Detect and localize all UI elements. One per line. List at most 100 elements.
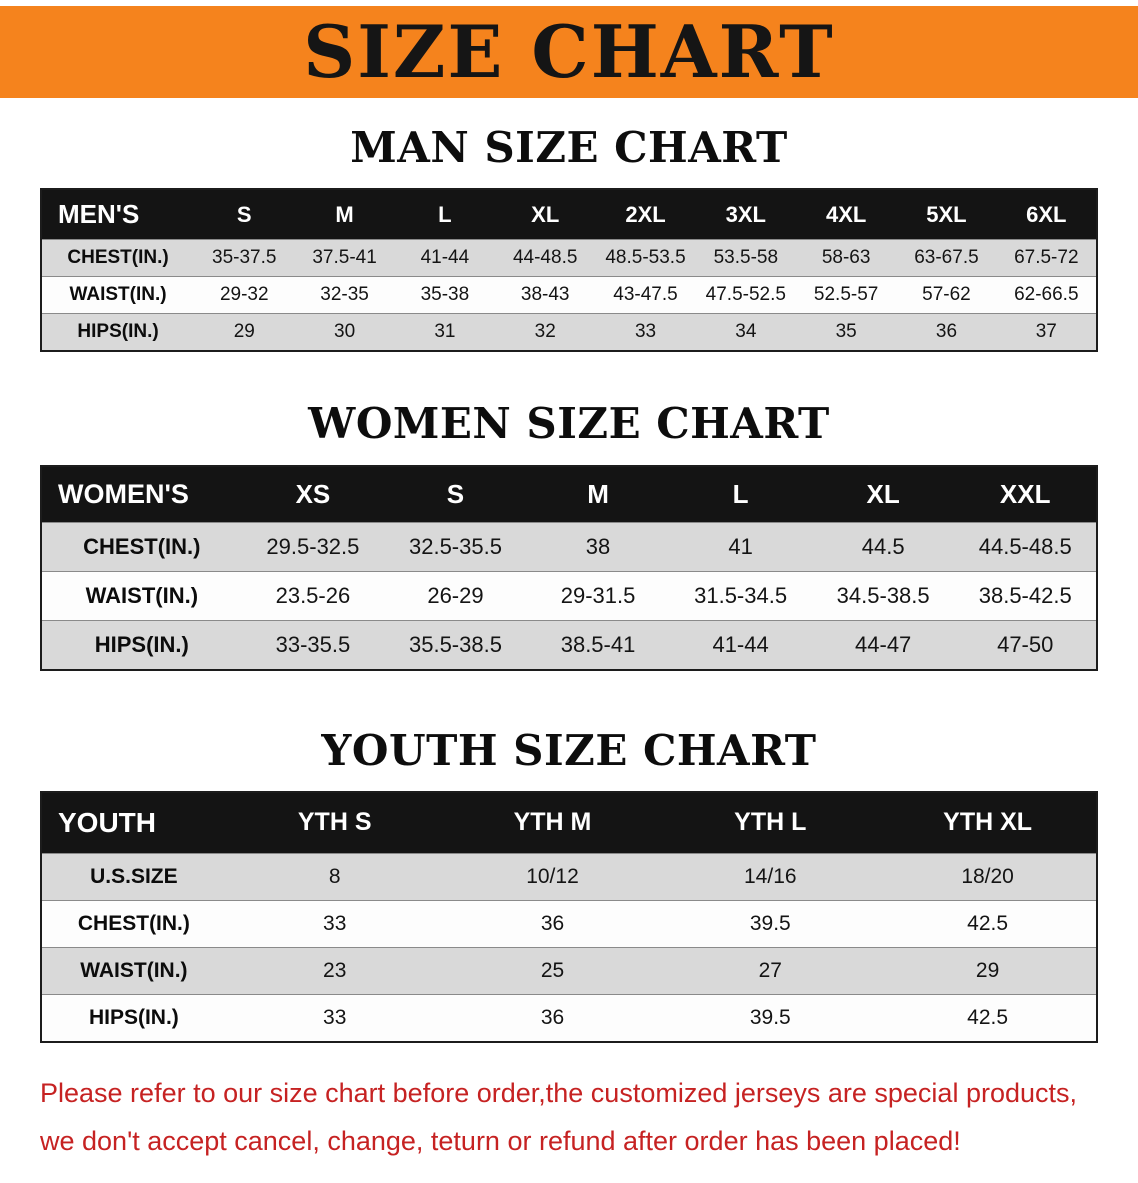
size-value: 38.5-41	[560, 631, 636, 657]
banner: SIZE CHART	[0, 6, 1138, 98]
men-size-header: M	[335, 201, 354, 227]
men-section-heading: MAN SIZE CHART	[350, 123, 788, 172]
size-value: 10/12	[526, 864, 579, 888]
women-size-header: XL	[866, 478, 900, 509]
men-size-header: 6XL	[1026, 201, 1067, 227]
size-value: 47-50	[997, 631, 1054, 657]
note-line-1: Please refer to our size chart before or…	[40, 1077, 1078, 1108]
men-table-row: WAIST(IN.) 29-32 32-35 35-38 38-43 43-47.5 47.…	[41, 276, 1097, 314]
charts-container: MAN SIZE CHART MEN'S S M L XL 2XL 3XL 4XL 5XL 6XL C…	[0, 123, 1138, 1043]
row-label: WAIST(IN.)	[80, 958, 188, 982]
row-label: HIPS(IN.)	[88, 1005, 179, 1029]
size-value: 42.5	[967, 911, 1009, 935]
size-value: 33-35.5	[275, 631, 351, 657]
section-men: MAN SIZE CHART MEN'S S M L XL 2XL 3XL 4XL 5XL 6XL C…	[0, 123, 1138, 353]
size-value: 63-67.5	[914, 247, 979, 269]
women-size-header: XS	[295, 478, 331, 509]
youth-header-row: YOUTH YTH S YTH M YTH L YTH XL	[41, 791, 1097, 854]
women-header-row: WOMEN'S XS S M L XL XXL	[41, 465, 1097, 523]
size-value: 44-48.5	[512, 247, 578, 269]
size-value: 36	[540, 911, 565, 935]
size-value: 35.5-38.5	[408, 631, 502, 657]
youth-size-header: YTH M	[513, 808, 592, 837]
size-value: 35-38	[420, 284, 470, 306]
youth-table-row: U.S.SIZE 8 10/12 14/16 18/20	[41, 853, 1097, 901]
men-size-table: MEN'S S M L XL 2XL 3XL 4XL 5XL 6XL CHEST(IN.) 35-37…	[40, 188, 1098, 353]
row-label: WAIST(IN.)	[85, 582, 199, 608]
row-label: HIPS(IN.)	[77, 321, 159, 343]
women-size-header: S	[446, 478, 465, 509]
size-value: 48.5-53.5	[605, 247, 686, 269]
size-value: 53.5-58	[713, 247, 779, 269]
youth-table-row: WAIST(IN.) 23 25 27 29	[41, 947, 1097, 995]
size-value: 36	[540, 1005, 565, 1029]
row-label: HIPS(IN.)	[94, 631, 189, 657]
men-table-title: MEN'S	[58, 199, 140, 230]
women-size-header: L	[732, 478, 749, 509]
size-value: 41-44	[712, 631, 769, 657]
men-size-header: 2XL	[625, 201, 666, 227]
size-value: 67.5-72	[1014, 247, 1079, 269]
section-youth: YOUTH SIZE CHART YOUTH YTH S YTH M YTH L YTH …	[0, 726, 1138, 1043]
men-size-header: 3XL	[725, 201, 766, 227]
size-value: 58-63	[821, 247, 871, 269]
row-label: CHEST(IN.)	[77, 911, 190, 935]
size-value: 18/20	[961, 864, 1014, 888]
size-value: 23	[323, 958, 347, 982]
men-table-row: CHEST(IN.) 35-37.5 37.5-41 41-44 44-48.5 48.5…	[41, 239, 1097, 277]
size-value: 41	[728, 533, 753, 559]
size-value: 29-31.5	[560, 582, 636, 608]
size-value: 14/16	[744, 864, 797, 888]
size-value: 25	[540, 958, 565, 982]
size-value: 44-47	[855, 631, 912, 657]
section-women: WOMEN SIZE CHART WOMEN'S XS S M L XL XXL CHEST(I…	[0, 399, 1138, 671]
youth-size-header: YTH XL	[943, 808, 1033, 837]
row-label: U.S.SIZE	[90, 864, 178, 888]
size-value: 39.5	[749, 911, 791, 935]
size-value: 38-43	[520, 284, 570, 306]
women-table-row: HIPS(IN.) 33-35.5 35.5-38.5 38.5-41 41-44 44-…	[41, 620, 1097, 670]
size-value: 44.5	[861, 533, 905, 559]
men-size-header: 4XL	[825, 201, 867, 227]
size-value: 32-35	[320, 284, 369, 306]
row-label: CHEST(IN.)	[83, 533, 201, 559]
men-size-header: S	[236, 201, 252, 227]
size-value: 33	[323, 1005, 347, 1029]
men-table-row: HIPS(IN.) 29 30 31 32 33 34 35 36 37	[41, 313, 1097, 352]
size-value: 27	[758, 958, 782, 982]
size-value: 29.5-32.5	[266, 533, 360, 559]
women-table-row: CHEST(IN.) 29.5-32.5 32.5-35.5 38 41 44.5 44.5…	[41, 522, 1097, 572]
women-table-title: WOMEN'S	[58, 478, 189, 509]
size-value: 31	[434, 321, 456, 343]
men-size-header: 5XL	[926, 201, 967, 227]
size-value: 29-32	[219, 284, 269, 306]
women-table-row: WAIST(IN.) 23.5-26 26-29 29-31.5 31.5-34.5 34…	[41, 571, 1097, 621]
youth-table-row: HIPS(IN.) 33 36 39.5 42.5	[41, 994, 1097, 1042]
size-value: 29	[233, 321, 255, 343]
size-value: 32.5-35.5	[408, 533, 502, 559]
youth-size-header: YTH S	[297, 808, 372, 837]
row-label: CHEST(IN.)	[67, 247, 169, 269]
men-size-header: XL	[531, 201, 560, 227]
size-value: 42.5	[967, 1005, 1009, 1029]
size-value: 39.5	[749, 1005, 791, 1029]
size-value: 35-37.5	[212, 247, 277, 269]
youth-table-row: CHEST(IN.) 33 36 39.5 42.5	[41, 900, 1097, 948]
size-value: 36	[935, 321, 958, 343]
size-value: 43-47.5	[613, 284, 678, 306]
men-header-row: MEN'S S M L XL 2XL 3XL 4XL 5XL 6XL	[41, 189, 1097, 240]
women-size-header: M	[587, 478, 609, 509]
men-size-header: L	[438, 201, 452, 227]
size-value: 33	[634, 321, 657, 343]
note-line-2: we don't accept cancel, change, teturn o…	[40, 1125, 961, 1156]
size-value: 34	[735, 321, 757, 343]
size-value: 33	[323, 911, 347, 935]
size-value: 38.5-42.5	[978, 582, 1072, 608]
size-value: 41-44	[420, 247, 470, 269]
size-value: 23.5-26	[275, 582, 351, 608]
youth-size-table: YOUTH YTH S YTH M YTH L YTH XL U.S.SIZE 8 10/12…	[40, 790, 1098, 1043]
size-value: 31.5-34.5	[694, 582, 788, 608]
size-value: 38	[585, 533, 611, 559]
size-value: 26-29	[427, 582, 484, 608]
size-value: 52.5-57	[813, 284, 879, 306]
